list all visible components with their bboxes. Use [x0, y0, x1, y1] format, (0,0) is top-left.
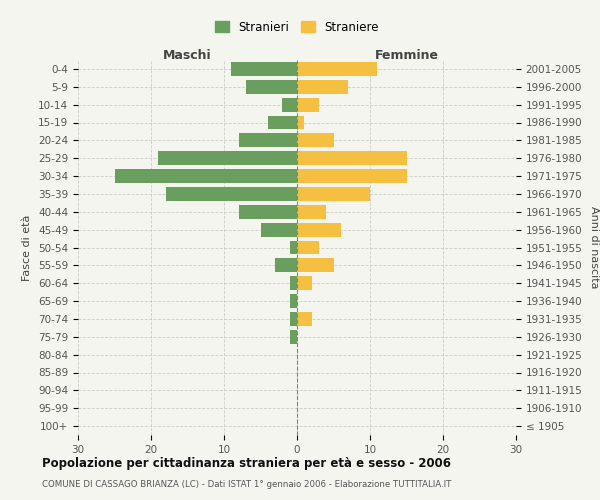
Text: Femmine: Femmine [374, 49, 439, 62]
Bar [297, 169, 407, 183]
Bar [232, 62, 297, 76]
Bar [239, 205, 297, 219]
Bar [290, 276, 297, 290]
Text: Maschi: Maschi [163, 49, 212, 62]
Bar [115, 169, 297, 183]
Bar [260, 222, 297, 236]
Bar [297, 80, 348, 94]
Bar [166, 187, 297, 201]
Y-axis label: Anni di nascita: Anni di nascita [589, 206, 599, 289]
Bar [268, 116, 297, 130]
Bar [297, 187, 370, 201]
Bar [297, 240, 319, 254]
Bar [297, 222, 341, 236]
Bar [297, 205, 326, 219]
Bar [297, 98, 319, 112]
Bar [297, 62, 377, 76]
Bar [283, 98, 297, 112]
Bar [158, 151, 297, 165]
Bar [239, 134, 297, 147]
Bar [297, 116, 304, 130]
Bar [275, 258, 297, 272]
Bar [297, 258, 334, 272]
Text: COMUNE DI CASSAGO BRIANZA (LC) - Dati ISTAT 1° gennaio 2006 - Elaborazione TUTTI: COMUNE DI CASSAGO BRIANZA (LC) - Dati IS… [42, 480, 451, 489]
Bar [290, 240, 297, 254]
Bar [297, 312, 311, 326]
Text: Popolazione per cittadinanza straniera per età e sesso - 2006: Popolazione per cittadinanza straniera p… [42, 458, 451, 470]
Bar [290, 330, 297, 344]
Bar [297, 151, 407, 165]
Bar [246, 80, 297, 94]
Bar [290, 294, 297, 308]
Bar [297, 134, 334, 147]
Bar [290, 312, 297, 326]
Bar [297, 276, 311, 290]
Y-axis label: Fasce di età: Fasce di età [22, 214, 32, 280]
Legend: Stranieri, Straniere: Stranieri, Straniere [211, 17, 383, 37]
